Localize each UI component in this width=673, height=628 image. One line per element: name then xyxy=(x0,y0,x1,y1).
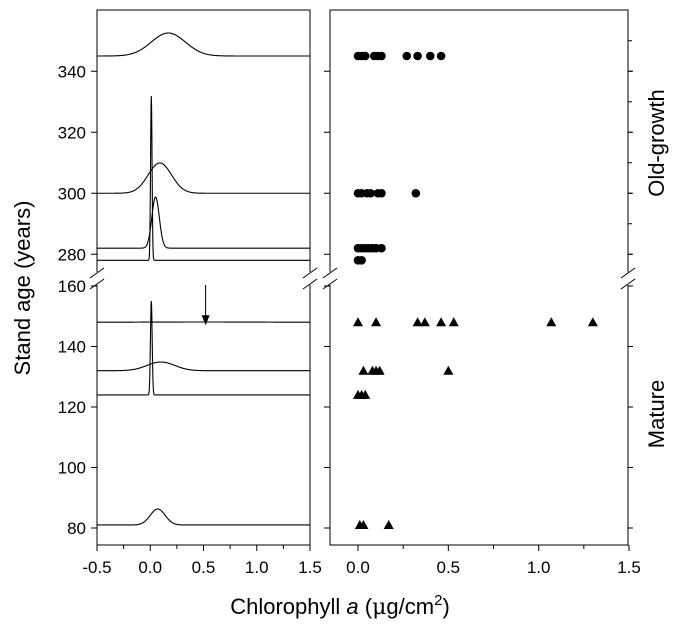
y-tick-label: 280 xyxy=(58,245,86,264)
group-label-mature: Mature xyxy=(644,380,669,448)
scatter-point-circle xyxy=(402,51,412,61)
scatter-point-circle xyxy=(357,256,366,265)
left-break-mark-lower-0 xyxy=(89,278,105,290)
distribution-curve-age-132 xyxy=(97,361,310,372)
x-tick-label: 0.5 xyxy=(437,558,461,577)
axes-decorations xyxy=(89,267,636,290)
left-frame-upper xyxy=(96,9,311,272)
y-axis-title: Stand age (years) xyxy=(10,201,35,376)
left-break-mark-lower-1 xyxy=(302,278,318,290)
scatter-point-triangle xyxy=(383,519,394,529)
x-tick-label: 1.5 xyxy=(617,558,641,577)
right-break-mark-lower-0 xyxy=(322,278,338,290)
right-break-mark-lower-1 xyxy=(620,278,636,290)
scatter-point-circle xyxy=(413,51,422,61)
scatter-point-triangle xyxy=(358,519,369,529)
y-tick-label: 100 xyxy=(58,459,86,478)
scatter-point-triangle xyxy=(448,317,459,327)
x-axis-title: Chlorophyll a (μg/cm2) xyxy=(230,592,450,620)
x-tick-label: 0.0 xyxy=(138,558,162,577)
left-frame-lower xyxy=(96,285,311,546)
distribution-curve-age-282 xyxy=(97,196,310,249)
scatter-point-circle xyxy=(377,188,386,198)
scatter-point-circle xyxy=(377,51,386,61)
right-break-mark-upper-0 xyxy=(322,267,338,279)
x-tick-label: 1.0 xyxy=(527,558,551,577)
scatter-point-circle xyxy=(425,51,435,61)
distribution-curve-age-278 xyxy=(97,95,310,261)
y-tick-label: 80 xyxy=(67,519,86,538)
scatter-point-triangle xyxy=(546,317,557,327)
scatter-point-triangle xyxy=(443,365,454,375)
y-tick-label: 300 xyxy=(58,184,86,203)
x-tick-label: 0.5 xyxy=(192,558,216,577)
scatter-point-triangle xyxy=(436,317,447,327)
scatter-point-circle xyxy=(377,243,386,253)
scatter-point-circle xyxy=(411,188,421,198)
y-tick-label: 160 xyxy=(58,277,86,296)
scatter-point-circle xyxy=(360,51,370,61)
scatter-point-triangle xyxy=(412,317,423,327)
right-panel-scatter: 0.0 0.5 1.0 1.5 xyxy=(324,9,641,577)
left-break-mark-upper-0 xyxy=(89,267,105,279)
distribution-curve-age-300 xyxy=(97,162,310,194)
scatter-point-triangle xyxy=(419,317,430,327)
y-tick-label: 140 xyxy=(58,338,86,357)
distribution-curve-age-345 xyxy=(97,32,310,57)
scatter-point-circle xyxy=(436,51,446,61)
distribution-curve-age-81 xyxy=(97,508,310,526)
scatter-point-triangle xyxy=(371,317,382,327)
scatter-point-triangle xyxy=(360,389,371,399)
x-tick-label: 1.5 xyxy=(298,558,322,577)
scatter-point-triangle xyxy=(374,365,385,375)
x-tick-label: -0.5 xyxy=(82,558,111,577)
scatter-point-circle xyxy=(366,188,375,198)
y-tick-label: 340 xyxy=(58,62,86,81)
left-break-mark-upper-1 xyxy=(302,267,318,279)
annotation-arrow-head xyxy=(201,315,210,326)
group-label-old-growth: Old-growth xyxy=(644,89,669,197)
right-break-mark-upper-1 xyxy=(620,267,636,279)
distribution-curve-age-124 xyxy=(97,300,310,396)
y-tick-label: 120 xyxy=(58,398,86,417)
scatter-point-triangle xyxy=(353,317,363,327)
right-frame-lower xyxy=(329,285,629,546)
x-tick-label: 1.0 xyxy=(245,558,269,577)
scatter-point-triangle xyxy=(358,365,369,375)
scatter-point-triangle xyxy=(587,317,598,327)
left-panel-curves: 280 300 320 340 80 100 120 140 160 -0.5 0.0 0.5 1.0 1… xyxy=(58,9,322,577)
x-tick-label: 0.0 xyxy=(346,558,370,577)
y-tick-label: 320 xyxy=(58,123,86,142)
right-frame-upper xyxy=(329,9,629,272)
